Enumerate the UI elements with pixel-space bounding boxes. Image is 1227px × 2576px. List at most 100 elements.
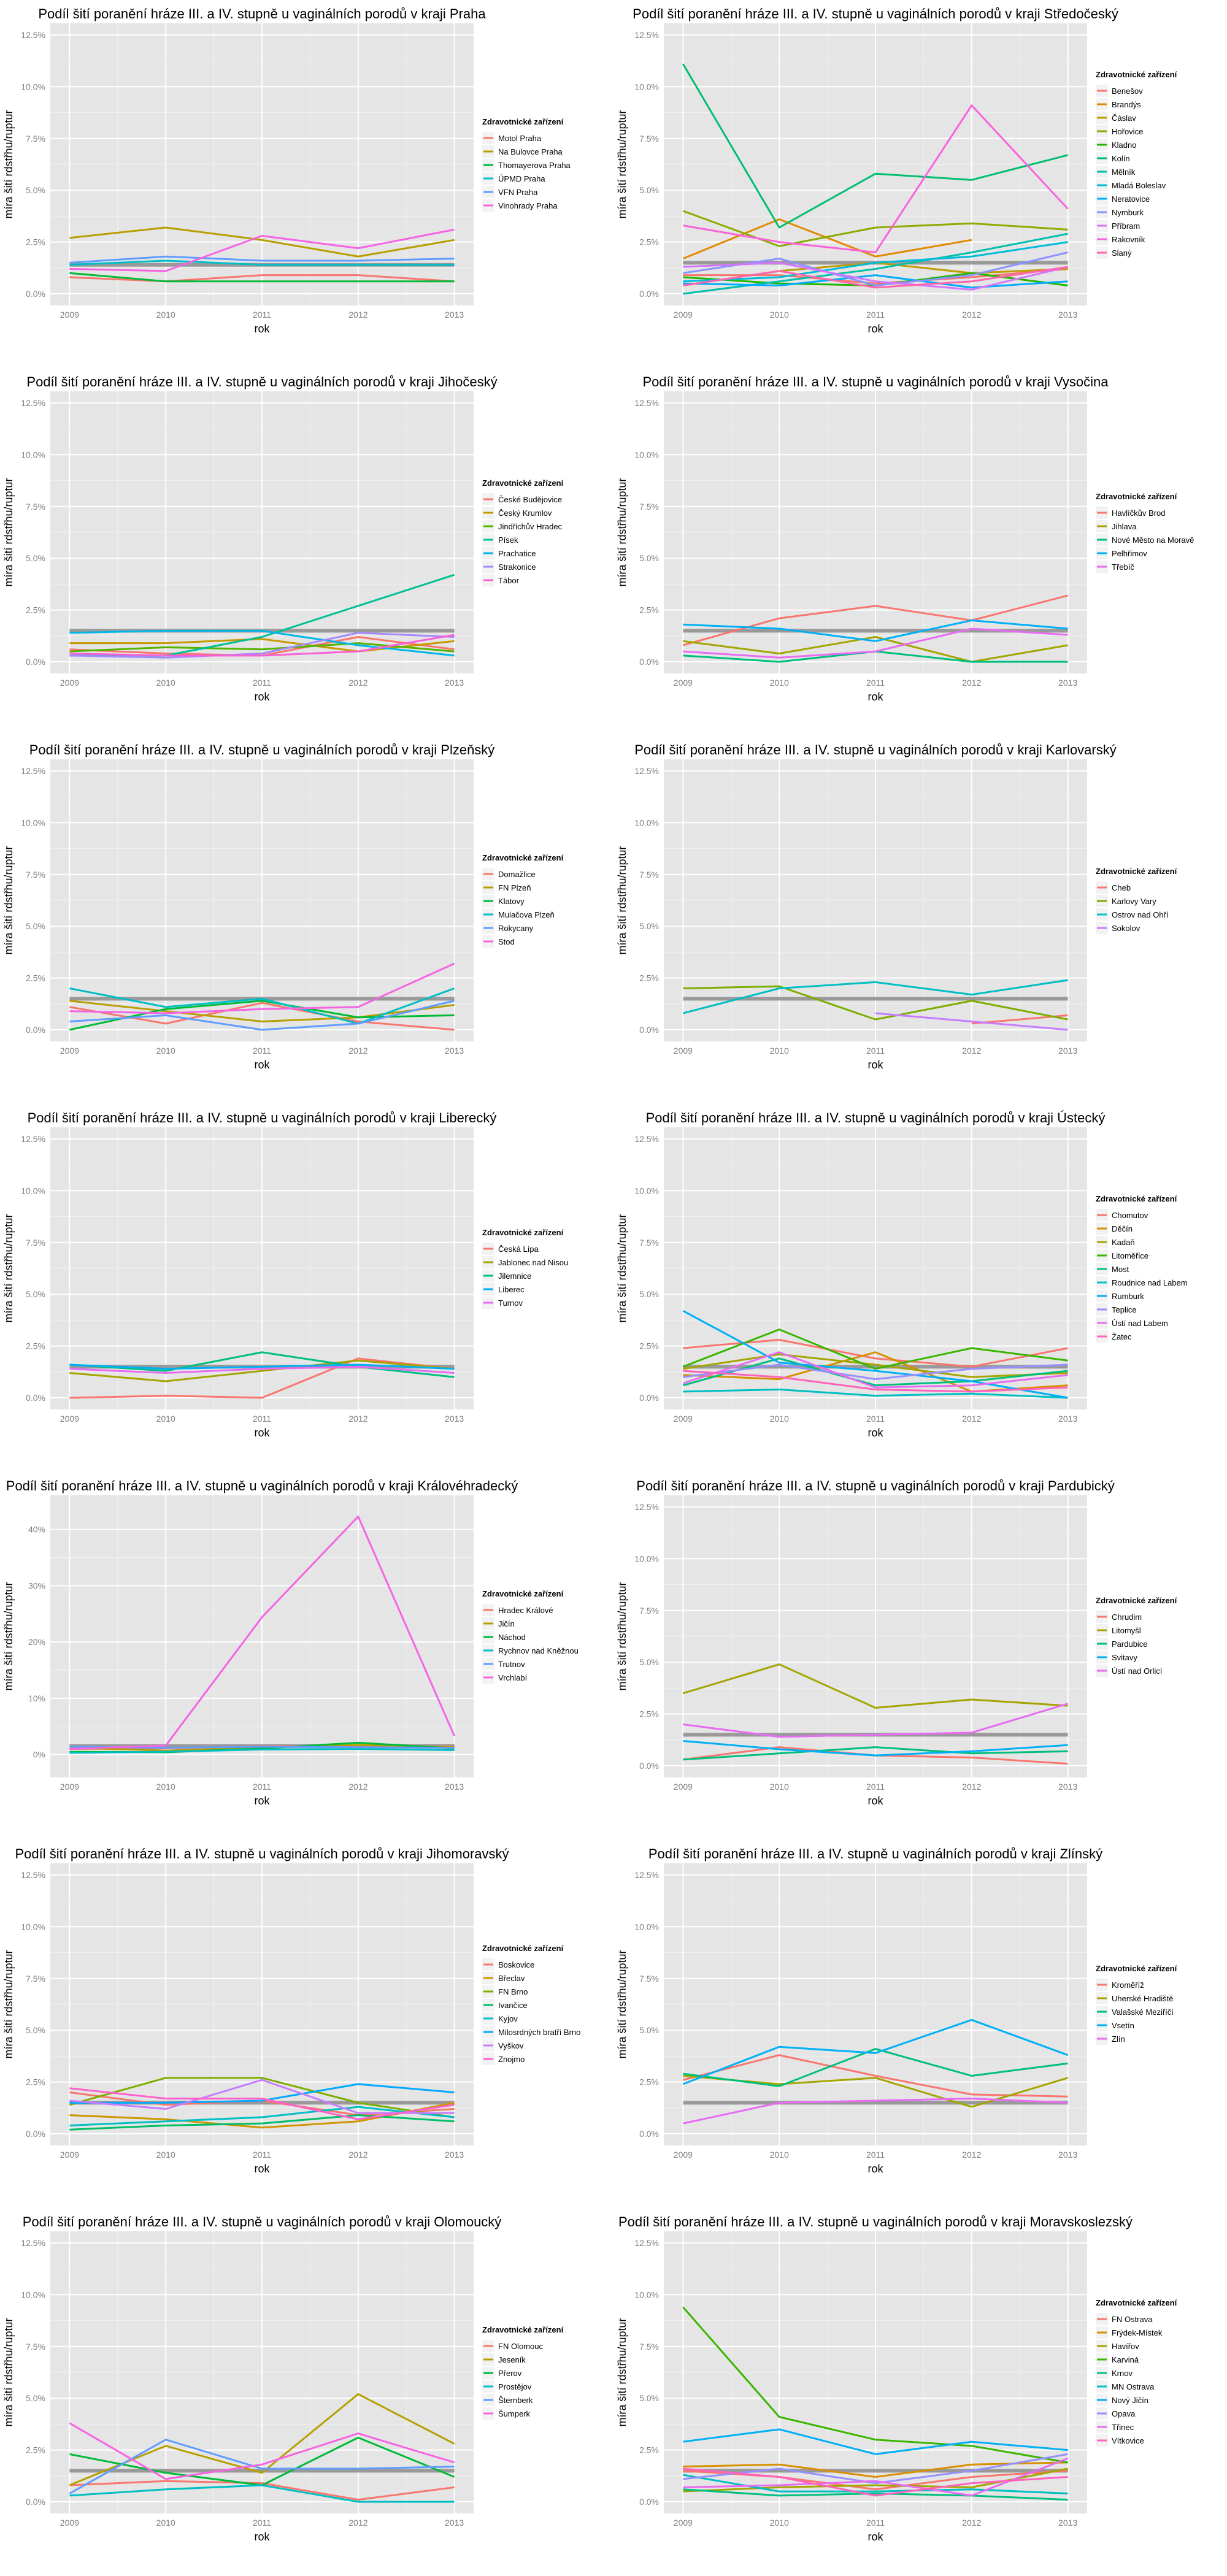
legend-title: Zdravotnické zařízení [1096, 1194, 1177, 1203]
legend-title: Zdravotnické zařízení [1096, 1596, 1177, 1605]
y-tick-label: 5.0% [26, 1289, 45, 1299]
y-tick-label: 5.0% [639, 2393, 659, 2403]
x-tick-label: 2011 [253, 678, 271, 688]
x-tick-label: 2010 [770, 2150, 789, 2160]
chart-panel: Podíl šití poranění hráze III. a IV. stu… [616, 1846, 1177, 2175]
series-line [69, 1359, 455, 1382]
y-tick-label: 2.5% [639, 605, 659, 615]
x-tick-label: 2011 [866, 678, 885, 688]
series-line [69, 2480, 455, 2501]
legend-label: Jihlava [1112, 522, 1137, 531]
x-tick-label: 2011 [866, 2518, 885, 2528]
y-tick-label: 0.0% [639, 2129, 659, 2139]
legend-label: FN Plzeň [498, 883, 531, 892]
series-line [683, 261, 1068, 291]
legend-title: Zdravotnické zařízení [482, 1944, 564, 1953]
chart-title: Podíl šití poranění hráze III. a IV. stu… [38, 6, 486, 21]
x-tick-label: 2010 [770, 1046, 789, 1056]
series-line [683, 2461, 1068, 2478]
legend-label: Krnov [1112, 2369, 1133, 2378]
legend-label: VFN Praha [498, 188, 538, 197]
y-tick-label: 40% [28, 1525, 45, 1535]
x-tick-label: 2013 [1058, 1046, 1077, 1056]
y-tick-label: 12.5% [21, 2238, 45, 2248]
legend-label: Zlín [1112, 2034, 1125, 2044]
legend-label: Benešov [1112, 86, 1143, 96]
x-tick-label: 2013 [445, 1414, 464, 1424]
y-tick-label: 2.5% [26, 1341, 45, 1351]
x-tick-label: 2011 [866, 1046, 885, 1056]
chart-panel: Podíl šití poranění hráze III. a IV. stu… [616, 742, 1177, 1071]
x-tick-label: 2012 [348, 310, 367, 320]
x-tick-label: 2009 [60, 678, 79, 688]
series-line [69, 2393, 455, 2486]
legend-label: Prachatice [498, 549, 536, 558]
series-line [69, 1357, 455, 1399]
legend-label: Na Bulovce Praha [498, 147, 563, 156]
y-tick-label: 10.0% [634, 818, 659, 827]
chart-title: Podíl šití poranění hráze III. a IV. stu… [648, 1846, 1102, 1861]
legend-label: Vrchlabí [498, 1673, 528, 1682]
series-line [69, 987, 455, 1025]
y-tick-label: 0.0% [26, 657, 45, 667]
legend-label: Sokolov [1112, 924, 1140, 933]
legend-label: Strakonice [498, 562, 536, 572]
legend-label: Ivančice [498, 2001, 528, 2010]
y-axis-title: míra šití rdstřhu/ruptur [2, 1214, 15, 1322]
y-tick-label: 12.5% [634, 1502, 659, 1512]
series-line [69, 274, 455, 283]
x-tick-label: 2012 [348, 2150, 367, 2160]
y-tick-label: 5.0% [639, 185, 659, 195]
legend-label: Kladno [1112, 140, 1136, 150]
series-line [682, 63, 1069, 229]
legend-label: Trutnov [498, 1660, 525, 1669]
x-axis-title: rok [867, 2163, 883, 2175]
series-line [683, 627, 1068, 659]
legend-label: Tábor [498, 576, 520, 585]
y-axis-title: míra šití rdstřhu/ruptur [616, 1582, 628, 1690]
legend-title: Zdravotnické zařízení [1096, 70, 1177, 79]
legend-label: České Budějovice [498, 495, 562, 504]
legend-label: Břeclav [498, 1974, 525, 1983]
y-axis-title: míra šití rdstřhu/ruptur [616, 478, 628, 586]
legend-label: Přerov [498, 2369, 522, 2378]
series-line [682, 1351, 1068, 1389]
x-tick-label: 2010 [770, 1414, 789, 1424]
chart-title: Podíl šití poranění hráze III. a IV. stu… [23, 2214, 502, 2229]
series-line [682, 2054, 1068, 2098]
legend-label: Rakovník [1112, 235, 1145, 244]
y-tick-label: 10.0% [634, 2290, 659, 2299]
legend-label: Karviná [1112, 2355, 1139, 2364]
y-tick-label: 10.0% [634, 1186, 659, 1195]
series-line [69, 255, 455, 264]
legend-label: Litomyšl [1112, 1626, 1141, 1635]
legend-label: Třebíč [1112, 562, 1134, 572]
x-axis-title: rok [254, 691, 270, 703]
x-tick-label: 2012 [962, 1046, 981, 1056]
legend-label: Havlíčkův Brod [1112, 508, 1165, 518]
legend-label: Žatec [1112, 1332, 1132, 1341]
series-line [69, 629, 455, 657]
x-tick-label: 2009 [674, 1782, 693, 1792]
y-tick-label: 12.5% [634, 2238, 659, 2248]
series-line [683, 635, 1068, 663]
series-line [683, 2098, 1068, 2125]
legend-label: Jindřichův Hradec [498, 522, 563, 531]
x-tick-label: 2011 [253, 1782, 271, 1792]
y-axis-title: míra šití rdstřhu/ruptur [2, 478, 15, 586]
legend-label: Neratovice [1112, 194, 1150, 204]
series-line [682, 1309, 1068, 1399]
series-line [682, 979, 1068, 1014]
legend-label: Rumburk [1112, 1292, 1144, 1301]
chart-panel: Podíl šití poranění hráze III. a IV. stu… [616, 1478, 1177, 1807]
series-line [683, 1740, 1068, 1757]
legend-label: Jilemnice [498, 1271, 531, 1281]
x-tick-label: 2013 [1058, 310, 1077, 320]
chart-title: Podíl šití poranění hráze III. a IV. stu… [29, 742, 495, 757]
legend-label: Brandýs [1112, 100, 1141, 109]
series-line [69, 1351, 455, 1378]
chart-panel: Podíl šití poranění hráze III. a IV. stu… [616, 2214, 1177, 2543]
series-line [683, 1703, 1069, 1738]
x-tick-label: 2009 [674, 678, 693, 688]
y-tick-label: 5.0% [639, 553, 659, 563]
